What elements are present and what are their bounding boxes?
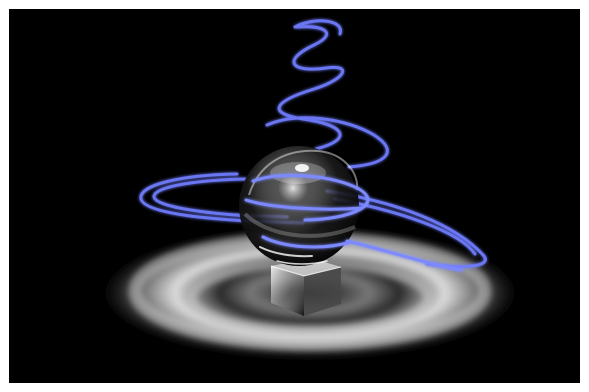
reflection-highlights [259, 246, 328, 265]
glass-sphere [239, 146, 359, 266]
light-trails-back [139, 19, 487, 269]
light-painting-photo [9, 9, 580, 383]
photo-scene [96, 19, 524, 361]
light-trails-front [244, 173, 463, 272]
